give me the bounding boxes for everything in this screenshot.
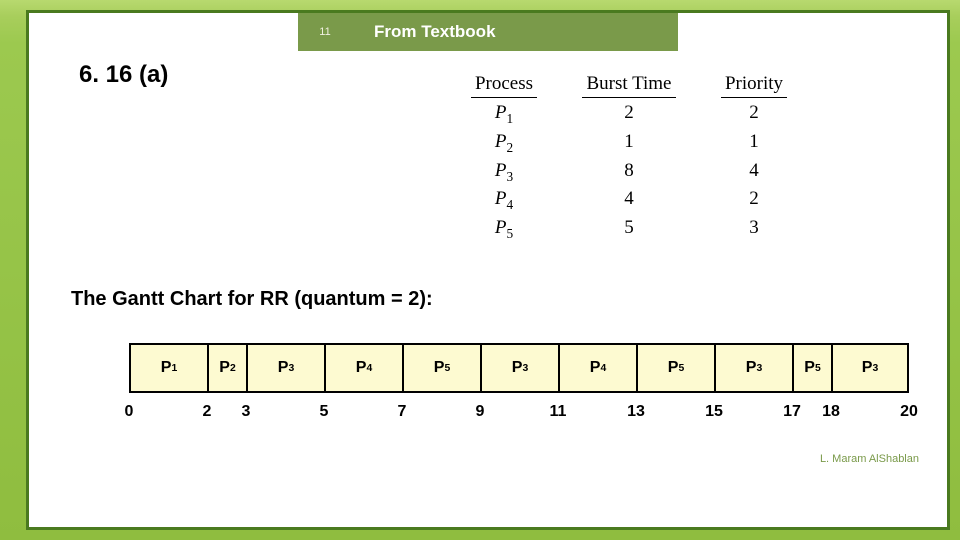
- gantt-segment: P2: [207, 345, 246, 391]
- table-row: P384: [449, 160, 809, 185]
- gantt-tick: 11: [550, 403, 567, 421]
- gantt-tick: 20: [900, 403, 918, 421]
- header-badge: 11 From Textbook: [298, 13, 678, 51]
- process-table: Process Burst Time Priority P122P211P384…: [449, 73, 809, 242]
- gantt-segment: P1: [129, 345, 207, 391]
- gantt-tick: 3: [242, 403, 251, 421]
- gantt-tick: 2: [203, 403, 212, 421]
- gantt-bar: P1P2P3P4P5P3P4P5P3P5P3: [129, 343, 909, 393]
- gantt-segment: P3: [246, 345, 324, 391]
- header-title: From Textbook: [352, 22, 496, 42]
- table-header-row: Process Burst Time Priority: [449, 73, 809, 98]
- burst-time: 1: [559, 131, 699, 156]
- priority: 2: [699, 188, 809, 213]
- burst-time: 2: [559, 102, 699, 127]
- burst-time: 4: [559, 188, 699, 213]
- process-name: P5: [449, 217, 559, 242]
- table-row: P211: [449, 131, 809, 156]
- gantt-caption: The Gantt Chart for RR (quantum = 2):: [71, 288, 433, 311]
- table-header: Priority: [699, 73, 809, 98]
- priority: 4: [699, 160, 809, 185]
- process-name: P2: [449, 131, 559, 156]
- slide-frame: 11 From Textbook 6. 16 (a) Process Burst…: [26, 10, 950, 530]
- gantt-segment: P4: [324, 345, 402, 391]
- table-header: Process: [449, 73, 559, 98]
- gantt-segment: P3: [480, 345, 558, 391]
- gantt-tick: 18: [822, 403, 840, 421]
- burst-time: 5: [559, 217, 699, 242]
- table-row: P442: [449, 188, 809, 213]
- priority: 3: [699, 217, 809, 242]
- footer-credit: L. Maram AlShablan: [820, 453, 919, 465]
- gantt-tick: 7: [398, 403, 407, 421]
- table-header: Burst Time: [559, 73, 699, 98]
- gantt-chart: P1P2P3P4P5P3P4P5P3P5P3 02357911131517182…: [129, 343, 909, 427]
- gantt-ticks: 023579111315171820: [129, 403, 909, 427]
- gantt-segment: P4: [558, 345, 636, 391]
- table-row: P122: [449, 102, 809, 127]
- gantt-tick: 5: [320, 403, 329, 421]
- burst-time: 8: [559, 160, 699, 185]
- gantt-segment: P3: [831, 345, 909, 391]
- priority: 2: [699, 102, 809, 127]
- priority: 1: [699, 131, 809, 156]
- gantt-tick: 13: [627, 403, 645, 421]
- gantt-tick: 9: [476, 403, 485, 421]
- table-row: P553: [449, 217, 809, 242]
- gantt-tick: 17: [783, 403, 801, 421]
- gantt-segment: P5: [792, 345, 831, 391]
- process-name: P4: [449, 188, 559, 213]
- gantt-tick: 0: [125, 403, 134, 421]
- gantt-segment: P3: [714, 345, 792, 391]
- page-number: 11: [298, 26, 352, 38]
- gantt-segment: P5: [402, 345, 480, 391]
- gantt-tick: 15: [705, 403, 723, 421]
- gantt-segment: P5: [636, 345, 714, 391]
- process-name: P1: [449, 102, 559, 127]
- section-title: 6. 16 (a): [79, 61, 168, 89]
- process-name: P3: [449, 160, 559, 185]
